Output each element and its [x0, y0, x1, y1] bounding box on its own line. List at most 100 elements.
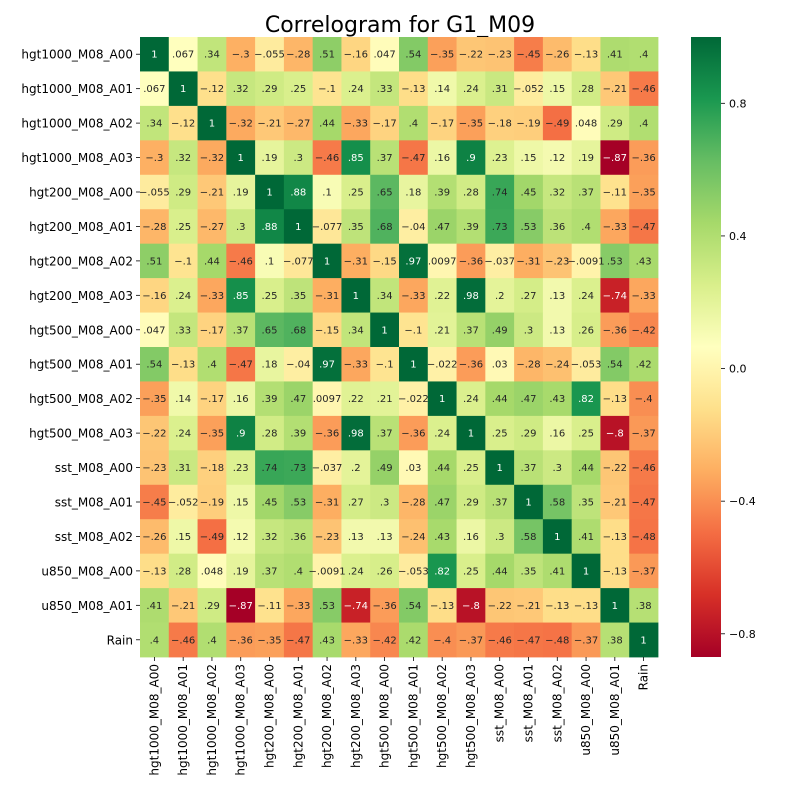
heatmap-cell	[629, 450, 659, 486]
heatmap-cell	[168, 209, 198, 245]
cell-annotation: −.28	[286, 50, 310, 61]
heatmap-cell	[600, 415, 630, 451]
heatmap-cell	[341, 312, 371, 348]
cell-annotation: .21	[434, 325, 450, 336]
heatmap-cell	[600, 450, 630, 486]
heatmap-cell	[226, 209, 256, 245]
cell-annotation: 1	[497, 463, 503, 474]
cell-annotation: .34	[348, 325, 364, 336]
cell-annotation: .25	[290, 84, 306, 95]
heatmap-cell	[168, 553, 198, 589]
cell-annotation: .44	[578, 463, 594, 474]
cell-annotation: −.37	[574, 635, 598, 646]
cell-annotation: .2	[351, 463, 361, 474]
heatmap-cell	[226, 105, 256, 141]
heatmap-cell	[485, 622, 515, 658]
heatmap-cell	[399, 312, 429, 348]
cell-annotation: −.37	[631, 566, 655, 577]
cell-annotation: −.36	[603, 325, 627, 336]
heatmap-cell	[341, 105, 371, 141]
cell-annotation: .3	[236, 222, 246, 233]
cell-annotation: .25	[578, 429, 594, 440]
cell-annotation: .34	[146, 119, 162, 130]
heatmap-cell	[255, 415, 285, 451]
heatmap-cell	[629, 37, 659, 72]
cell-annotation: .3	[553, 463, 563, 474]
cell-annotation: .24	[175, 291, 191, 302]
x-tick-labels: hgt1000_M08_A00 hgt1000_M08_A01 hgt1000_M0…	[147, 657, 651, 776]
heatmap-cell	[485, 519, 515, 555]
cell-annotation: −.31	[516, 256, 540, 267]
colorbar-tick-label: 0.4	[729, 230, 747, 243]
cell-annotation: −.13	[430, 601, 454, 612]
cell-annotation: .37	[492, 498, 508, 509]
cell-annotation: .067	[143, 84, 165, 95]
heatmap-cell	[341, 415, 371, 451]
heatmap-cell	[168, 174, 198, 210]
heatmap-cell	[456, 622, 486, 658]
cell-annotation: .1	[265, 256, 275, 267]
heatmap-cell	[255, 140, 285, 176]
cell-annotation: −.37	[631, 429, 655, 440]
heatmap-cell	[140, 415, 170, 451]
heatmap-cell	[427, 450, 457, 486]
cell-annotation: .22	[348, 394, 364, 405]
cell-annotation: −.055	[139, 188, 170, 199]
heatmap-cell	[514, 347, 544, 382]
heatmap-cell	[197, 278, 227, 313]
x-tick-label: hgt200_M08_A03	[349, 664, 363, 768]
x-tick-label: sst_M08_A02	[550, 664, 564, 742]
cell-annotation: .0097	[313, 394, 342, 405]
heatmap-cell	[427, 209, 457, 245]
colorbar-gradient	[691, 37, 721, 657]
cell-annotation: −.35	[200, 429, 224, 440]
cell-annotation: .29	[607, 119, 623, 130]
heatmap-cell	[456, 484, 486, 520]
cell-annotation: .28	[578, 84, 594, 95]
heatmap-cell	[168, 37, 198, 72]
heatmap-cell	[600, 278, 630, 313]
cell-annotation: .39	[290, 429, 306, 440]
cell-annotation: .15	[521, 153, 537, 164]
cell-annotation: .53	[607, 256, 623, 267]
heatmap-cell	[485, 312, 515, 348]
cell-annotation: −.13	[171, 360, 195, 371]
colorbar-tick-label: −0.4	[729, 495, 756, 508]
heatmap-cell	[312, 553, 342, 589]
cell-annotation: .42	[405, 635, 421, 646]
cell-annotation: −.21	[516, 601, 540, 612]
heatmap-cell	[399, 450, 429, 486]
cell-annotation: −.33	[631, 291, 655, 302]
heatmap-cell	[427, 381, 457, 417]
cell-annotation: .98	[348, 429, 364, 440]
heatmap-cell	[140, 519, 170, 555]
cell-annotation: .048	[575, 119, 597, 130]
heatmap-cell	[341, 71, 371, 107]
cell-annotation: −.33	[401, 291, 425, 302]
cell-annotation: −.17	[372, 119, 396, 130]
cell-annotation: −.22	[603, 463, 627, 474]
heatmap-cell	[168, 381, 198, 417]
cell-annotation: .24	[175, 429, 191, 440]
cell-annotation: −.47	[401, 153, 425, 164]
heatmap-cell	[370, 71, 400, 107]
cell-annotation: −.47	[229, 360, 253, 371]
cell-annotation: −.13	[603, 532, 627, 543]
cell-annotation: .88	[290, 188, 306, 199]
cell-annotation: .13	[348, 532, 364, 543]
cell-annotation: −.36	[401, 429, 425, 440]
heatmap-cell	[370, 312, 400, 348]
cell-annotation: −.17	[200, 394, 224, 405]
heatmap-cell	[226, 140, 256, 176]
cell-annotation: .68	[290, 325, 306, 336]
heatmap-cell	[255, 588, 285, 623]
cell-annotation: .4	[409, 119, 419, 130]
heatmap-cell	[485, 278, 515, 313]
cell-annotation: −.47	[286, 635, 310, 646]
cell-annotation: .18	[405, 188, 421, 199]
cell-annotation: .24	[578, 291, 594, 302]
heatmap-cell	[629, 278, 659, 313]
heatmap-cell	[456, 174, 486, 210]
cell-annotation: .29	[175, 188, 191, 199]
cell-annotation: −.16	[142, 291, 166, 302]
